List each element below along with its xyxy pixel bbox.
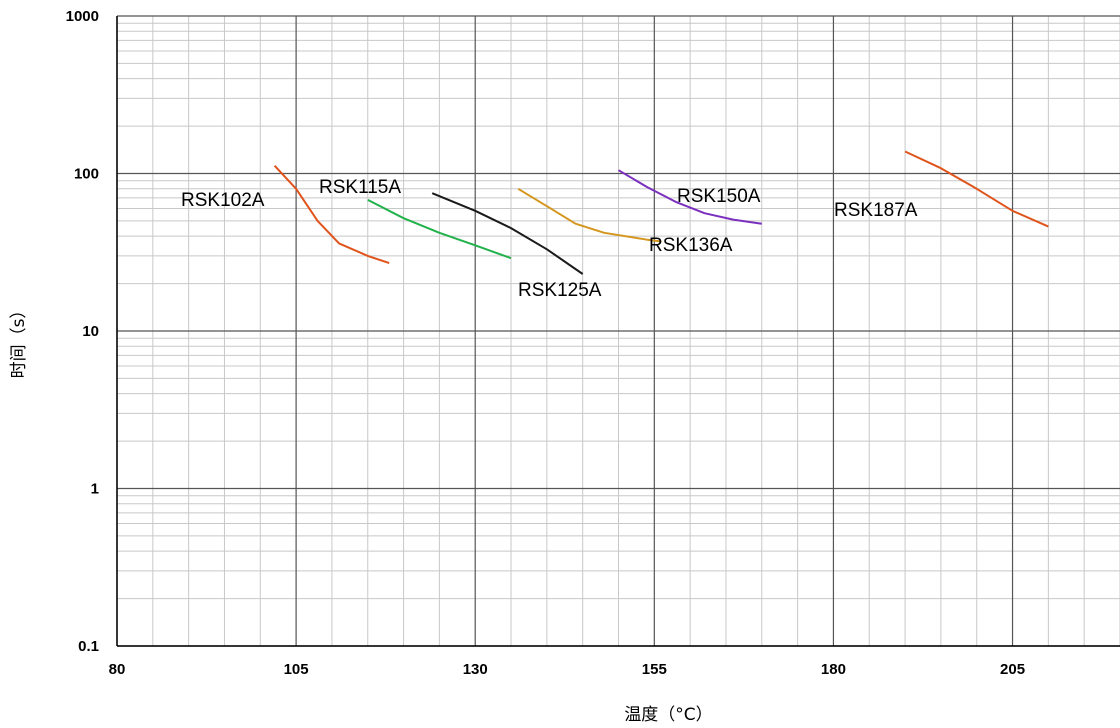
y-tick-label: 1 <box>91 481 99 498</box>
x-tick-label: 155 <box>642 661 667 678</box>
y-tick-label: 10 <box>82 323 99 340</box>
series-line-rsk136a <box>517 187 662 243</box>
series-line-rsk102a <box>273 165 390 265</box>
series-label-rsk125a: RSK125A <box>518 280 602 301</box>
x-tick-label: 205 <box>1000 661 1025 678</box>
series-line-rsk115a <box>367 199 512 260</box>
y-tick-label: 1000 <box>66 8 99 25</box>
x-axis-title: 温度（°C） <box>624 705 712 725</box>
x-tick-label: 80 <box>109 661 126 678</box>
x-tick-label: 105 <box>284 661 309 678</box>
series-label-rsk150a: RSK150A <box>677 186 761 207</box>
series-label-rsk102a: RSK102A <box>181 190 265 211</box>
tick-labels: 80 105 130 155 180 205 0.1 1 10 100 1000 <box>66 8 1025 678</box>
series-line-rsk125a <box>431 192 584 275</box>
series-line-rsk150a <box>617 169 762 225</box>
series-lines <box>273 150 1049 275</box>
series-label-rsk136a: RSK136A <box>649 235 733 256</box>
y-tick-label: 0.1 <box>78 638 99 655</box>
axes <box>116 16 1120 647</box>
x-tick-label: 180 <box>821 661 846 678</box>
y-tick-label: 100 <box>74 166 99 183</box>
x-tick-label: 130 <box>463 661 488 678</box>
series-label-rsk187a: RSK187A <box>834 200 918 221</box>
series-line-rsk187a <box>904 150 1049 228</box>
y-axis-title: 时间（s） <box>9 302 29 379</box>
series-label-rsk115a: RSK115A <box>319 177 401 198</box>
series-labels: RSK102A RSK115A RSK125A RSK136A RSK150A RSK18… <box>181 177 918 301</box>
